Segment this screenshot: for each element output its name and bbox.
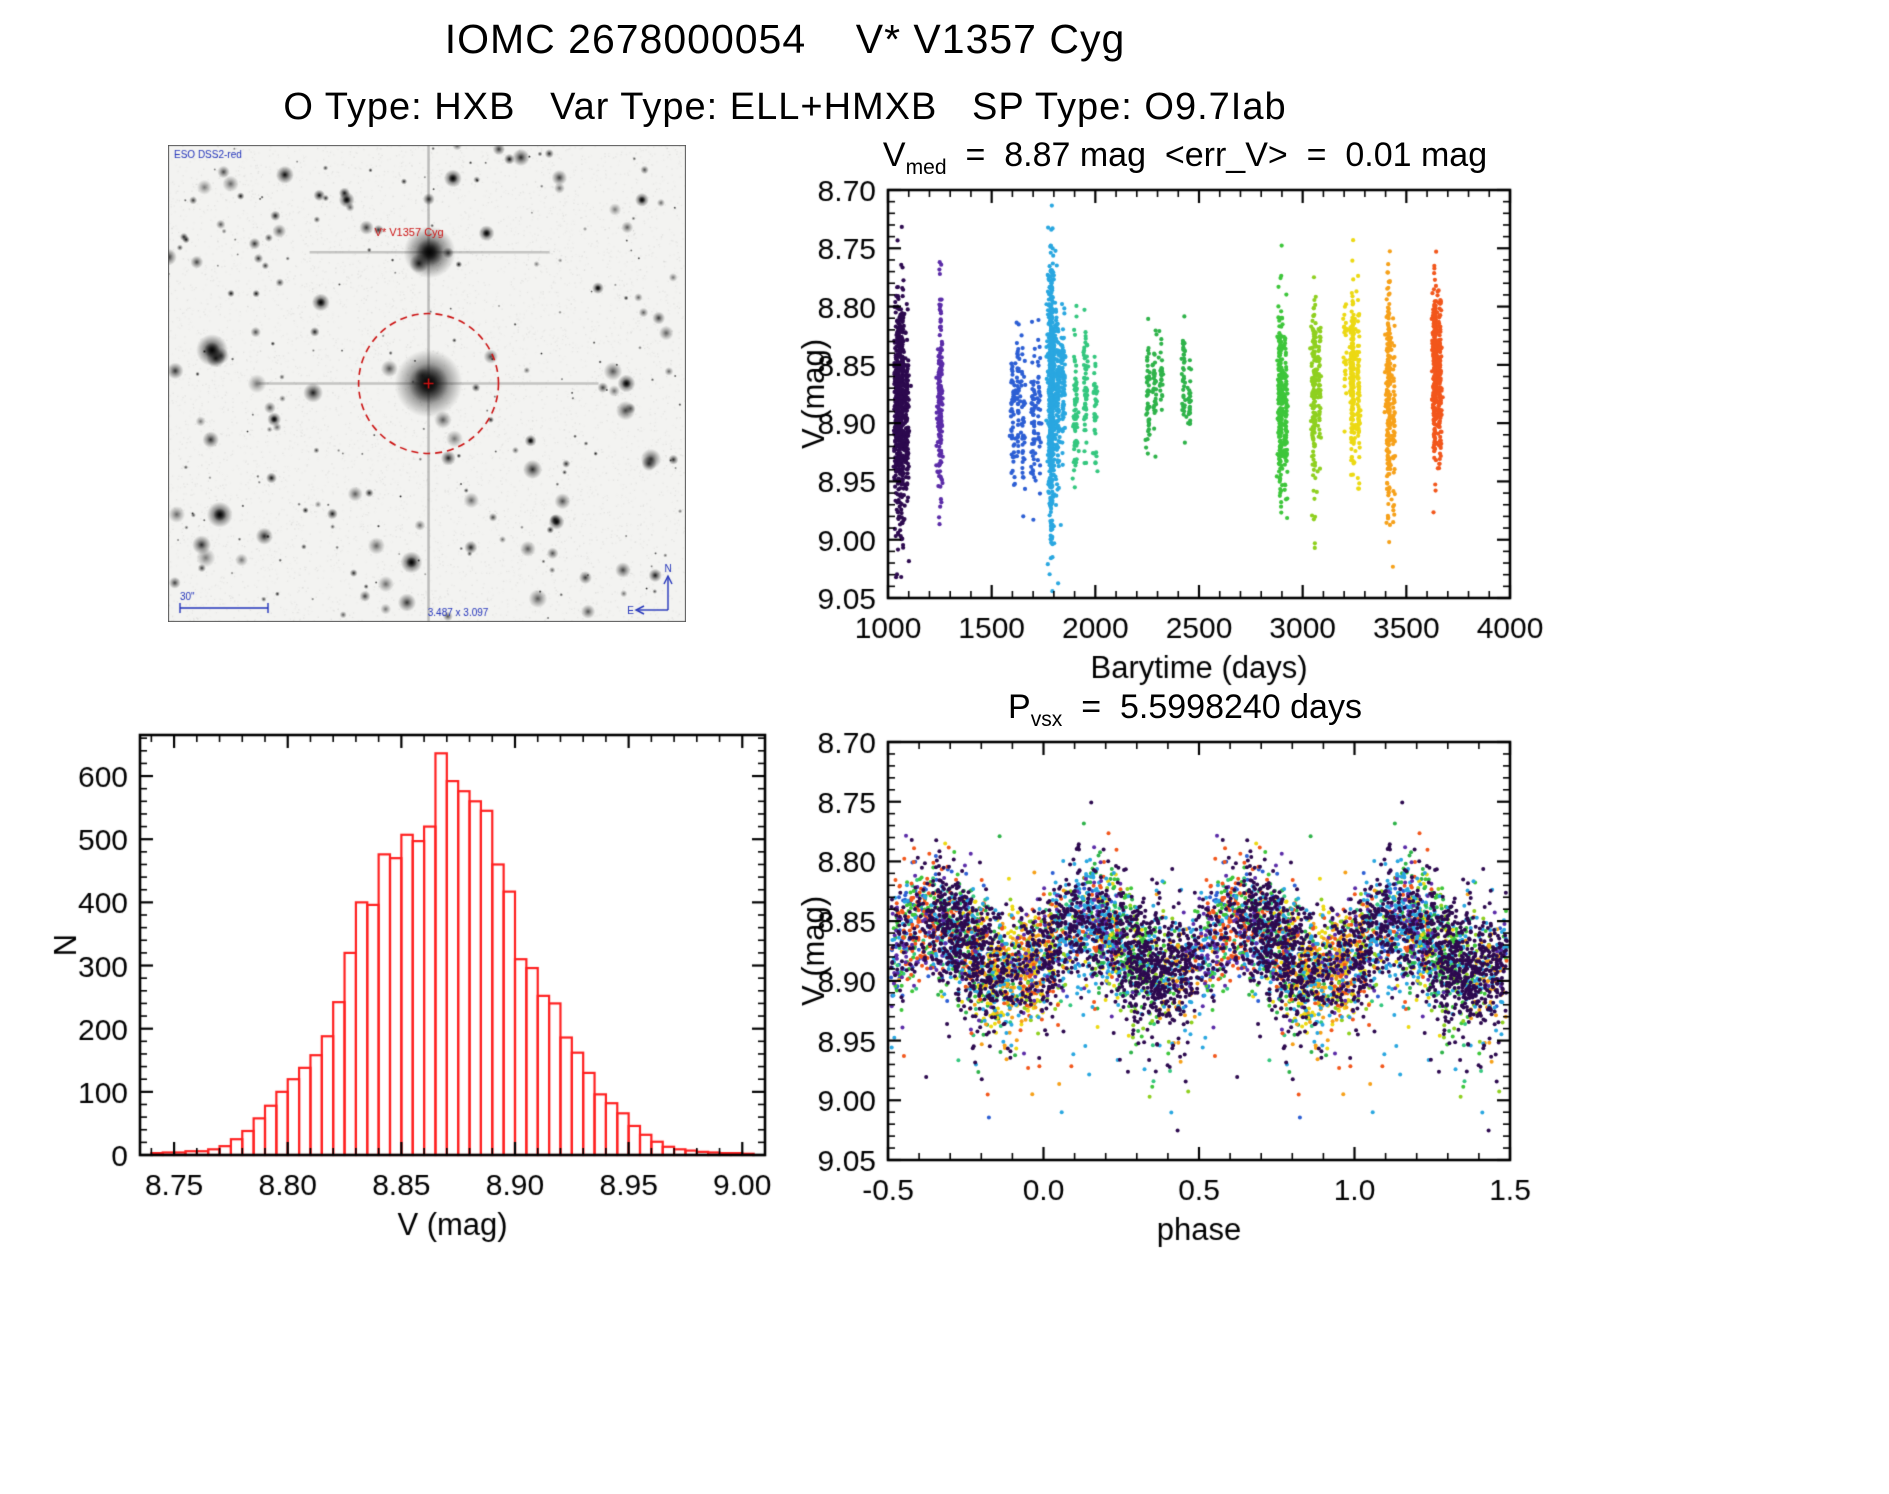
phase-folded-chart xyxy=(780,726,1550,1286)
finding-chart-image xyxy=(168,145,686,622)
period-symbol: P xyxy=(1008,688,1031,726)
magnitude-histogram-chart xyxy=(30,718,800,1278)
page-subtitle: O Type: HXB Var Type: ELL+HMXB SP Type: … xyxy=(283,86,1287,128)
phase-plot-title: Pvsx = 5.5998240 days xyxy=(795,688,1575,732)
period-subscript: vsx xyxy=(1030,707,1063,731)
vmed-value-text: = 8.87 mag <err_V> = 0.01 mag xyxy=(946,136,1488,174)
light-curve-title: Vmed = 8.87 mag <err_V> = 0.01 mag xyxy=(795,136,1575,180)
period-value-text: = 5.5998240 days xyxy=(1062,688,1362,726)
page-title: IOMC 2678000054 V* V1357 Cyg xyxy=(444,16,1126,62)
vmed-symbol: V xyxy=(882,136,906,174)
light-curve-chart xyxy=(780,172,1550,702)
